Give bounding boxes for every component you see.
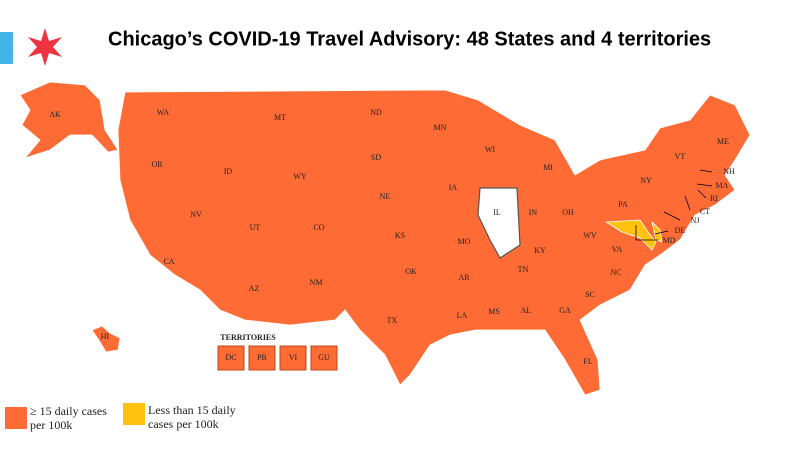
hawaii	[91, 325, 121, 353]
legend-label: ≥ 15 daily cases per 100k	[30, 404, 107, 432]
state-label: AL	[521, 306, 532, 315]
delaware	[651, 220, 663, 243]
state-label: AZ	[249, 284, 260, 293]
state-label: DE	[675, 226, 686, 235]
state-label: MA	[716, 181, 729, 190]
state-label: WV	[583, 231, 597, 240]
state-label: CO	[313, 223, 324, 232]
territory-label: VI	[289, 353, 298, 362]
state-label: WY	[293, 172, 307, 181]
state-label: NY	[640, 176, 652, 185]
state-label: UT	[250, 223, 261, 232]
state-label: WI	[485, 145, 496, 154]
flag-bar	[0, 32, 13, 64]
state-label: OK	[405, 267, 417, 276]
state-label: IN	[529, 208, 538, 217]
state-label: SC	[585, 290, 595, 299]
flag-star	[28, 28, 62, 66]
state-label: TN	[518, 265, 529, 274]
state-label: MN	[434, 123, 447, 132]
legend-label: Less than 15 daily cases per 100k	[148, 403, 236, 431]
territory-box	[248, 345, 276, 371]
territory-box	[279, 345, 307, 371]
state-label: KY	[534, 246, 546, 255]
maryland	[604, 219, 657, 251]
state-label: ND	[370, 108, 382, 117]
alaska	[19, 81, 119, 159]
state-label: HI	[101, 332, 110, 341]
state-label: ME	[717, 137, 729, 146]
state-label: TX	[387, 316, 398, 325]
mainland	[117, 89, 751, 396]
territory-label: GU	[318, 353, 330, 362]
state-label: IL	[493, 208, 501, 217]
state-label: MT	[274, 113, 286, 122]
state-label: MI	[543, 163, 553, 172]
state-label: VA	[612, 245, 623, 254]
state-label: PA	[618, 200, 628, 209]
state-label: AR	[458, 273, 470, 282]
state-label: NC	[610, 268, 621, 277]
state-label: CT	[700, 207, 710, 216]
state-label: MS	[488, 307, 500, 316]
shapes	[19, 81, 751, 396]
state-label: SD	[371, 153, 381, 162]
state-label: NM	[310, 278, 323, 287]
territories-heading: TERRITORIES	[220, 333, 276, 342]
state-label: MD	[663, 236, 676, 245]
state-label: AK	[49, 110, 61, 119]
state-label: OH	[562, 208, 574, 217]
state-label: VT	[675, 152, 686, 161]
legend-swatch	[123, 403, 145, 425]
state-label: MO	[458, 237, 471, 246]
callouts	[635, 169, 713, 241]
illinois	[477, 187, 521, 259]
state-label: NJ	[691, 216, 700, 225]
state-label: WA	[157, 108, 170, 117]
state-label: GA	[559, 306, 571, 315]
territory-label: DC	[225, 353, 236, 362]
state-label: NE	[380, 192, 391, 201]
legend-swatch	[5, 407, 27, 429]
state-label: IA	[449, 183, 458, 192]
state-label: NV	[190, 210, 202, 219]
state-label: OR	[151, 160, 163, 169]
state-label: KS	[395, 231, 405, 240]
state-label: ID	[224, 167, 233, 176]
title: Chicago’s COVID-19 Travel Advisory: 48 S…	[108, 28, 711, 50]
state-label: RI	[710, 194, 718, 203]
state-label: NH	[723, 167, 735, 176]
state-label: CA	[163, 257, 174, 266]
state-label: LA	[457, 311, 468, 320]
state-label: FL	[583, 357, 592, 366]
territory-box	[310, 345, 338, 371]
territory-label: PR	[257, 353, 267, 362]
territory-box	[217, 345, 245, 371]
